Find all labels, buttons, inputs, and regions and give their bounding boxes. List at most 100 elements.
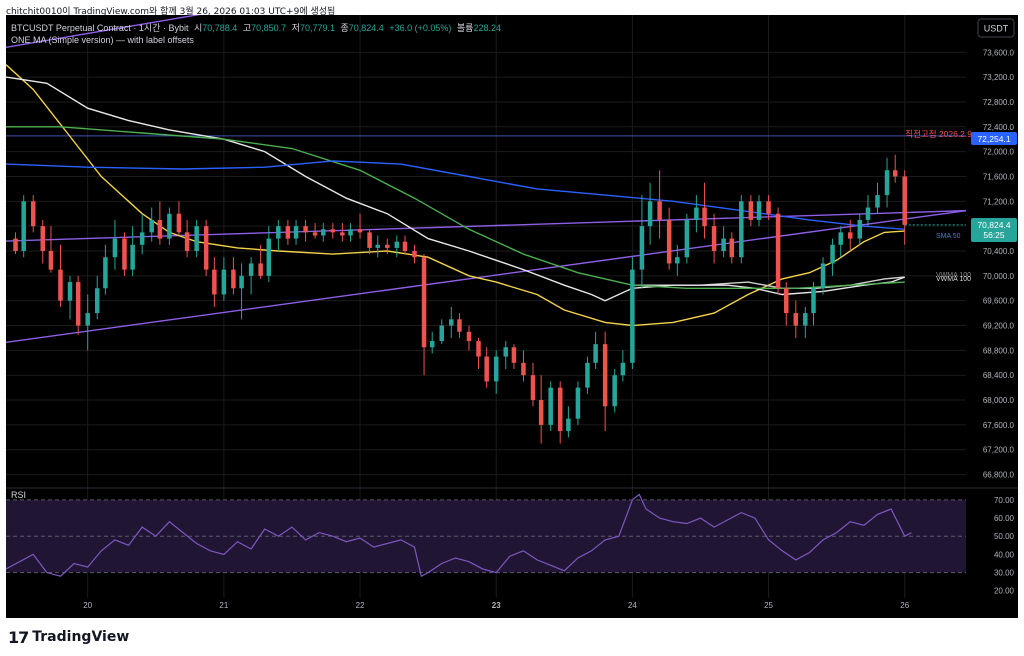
rsi-tick-label: 30.00 [994,569,1015,578]
candle-body [40,226,46,251]
candle-body [103,257,108,289]
currency-button[interactable]: USDT [977,18,1015,38]
currency-label: USDT [984,24,1009,34]
moving-average-line [5,76,905,302]
candle-body [194,226,199,251]
candle [239,263,244,320]
candle [902,170,907,245]
candle [521,350,526,382]
rsi-tick-label: 60.00 [994,514,1015,523]
chart-svg[interactable]: 20 21 22 23 24 25 26 66,800.0 67,200.0 67,600.0 68… [5,0,1018,618]
candle-body [21,201,26,251]
candle-body [130,244,135,270]
brand-name: TradingView [32,629,130,645]
candles [13,154,966,444]
candle [94,275,100,320]
candle-body [466,331,472,342]
rsi-tick-label: 40.00 [994,550,1015,559]
high-label: 고 [243,23,251,33]
candle-body [857,219,863,239]
candle-body [248,263,254,276]
vwma-label-a: VWMA 100 [936,272,971,279]
rsi-background [6,499,966,574]
candle-body [884,170,890,196]
candle-body [548,387,553,425]
candle [612,369,617,413]
rsi-tick-label: 20.00 [994,587,1015,596]
candle [21,195,26,258]
candle [103,244,108,295]
candle [675,244,680,276]
candle [449,306,454,338]
candle [75,275,81,335]
candle [258,244,263,279]
y-tick-label: 73,600.0 [983,48,1015,57]
candle-body [421,257,427,348]
x-tick-label: 23 [492,601,501,610]
symbol-title: BTCUSDT Perpetual Contract · 1시간 · Bybit [11,23,189,33]
candle [766,195,771,220]
candle-body [212,269,217,295]
candle-body [711,226,717,251]
close-label: 종 [341,23,349,33]
candle [394,235,400,258]
candle-body [122,238,127,270]
candle-body [647,201,653,227]
candle [875,182,880,214]
candle [184,219,190,258]
candle-body [58,269,63,301]
y-tick-label: 68,000.0 [983,396,1015,405]
candle [865,195,871,227]
candle [340,223,345,242]
candle [266,226,272,283]
candle-body [30,201,36,227]
candle [811,282,816,326]
candle [620,350,626,382]
candle [593,331,598,369]
candle [647,182,653,245]
level-label: 직전고점 2026.2.9 [905,129,972,139]
candle-body [112,238,118,258]
candle-body [503,347,508,357]
candle [30,195,36,233]
trendline [5,209,967,343]
candle-body [811,288,816,314]
brand[interactable]: 17 TradingView [8,627,129,647]
candle-body [702,207,707,227]
candle-body [784,288,789,314]
rsi-tick-label: 50.00 [994,532,1015,541]
chart-frame[interactable]: 20 21 22 23 24 25 26 66,800.0 67,200.0 67,600.0 68… [5,0,1018,618]
close-value: 70,824.4 [349,23,384,33]
candle [321,223,326,242]
candle-body [575,387,581,419]
x-tick-label: 22 [356,601,365,610]
candle-body [266,238,272,276]
candle [149,207,154,242]
candle-body [385,244,390,248]
candle-body [530,375,536,401]
candle-body [367,232,372,248]
x-tick-label: 26 [900,601,909,610]
candle-body [330,229,336,233]
candle [457,313,462,338]
candle-body [48,251,54,270]
candle-body [231,269,236,289]
svg-text:BTCUSDT Perpetual Contract · 1: BTCUSDT Perpetual Contract · 1시간 · Bybit… [11,23,501,33]
candle [575,381,581,425]
candle [276,219,281,251]
y-tick-label: 71,600.0 [983,172,1015,181]
y-tick-label: 73,200.0 [983,73,1015,82]
candle [566,406,571,438]
candle [484,347,489,388]
candle [67,275,73,320]
candle [748,195,754,227]
rsi-line [5,493,912,578]
candle [838,226,843,258]
candle [630,257,635,369]
candle [385,238,390,255]
candle-body [412,251,417,258]
y-tick-label: 72,800.0 [983,98,1015,107]
candle-body [176,213,182,233]
y-tick-label: 66,800.0 [983,471,1015,480]
open-value: 70,788.4 [202,23,237,33]
